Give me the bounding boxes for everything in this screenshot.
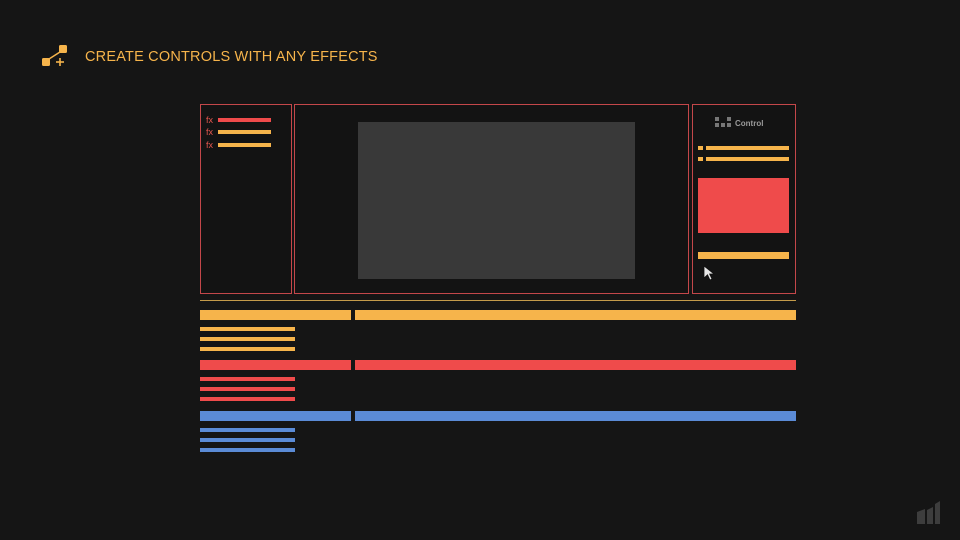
fx-label: fx bbox=[206, 127, 214, 137]
fx-label: fx bbox=[206, 115, 214, 125]
layer-name-bar[interactable] bbox=[200, 411, 351, 421]
control-logo-icon bbox=[715, 117, 731, 127]
layer-property[interactable] bbox=[200, 337, 295, 341]
page-title: CREATE CONTROLS WITH ANY EFFECTS bbox=[85, 49, 378, 65]
color-swatch-control[interactable] bbox=[698, 178, 789, 233]
effects-panel: fx fx fx bbox=[200, 104, 292, 294]
control-checkbox[interactable] bbox=[698, 157, 703, 161]
layer-property[interactable] bbox=[200, 438, 295, 442]
layer-property[interactable] bbox=[200, 397, 295, 401]
layer-name-bar[interactable] bbox=[200, 360, 351, 370]
nodes-plus-icon bbox=[42, 45, 67, 66]
effect-bar bbox=[218, 118, 271, 122]
layer-property[interactable] bbox=[200, 387, 295, 391]
layer-property[interactable] bbox=[200, 377, 295, 381]
timeline-divider bbox=[200, 300, 796, 301]
effect-item[interactable]: fx bbox=[206, 140, 271, 150]
layer-property[interactable] bbox=[200, 327, 295, 331]
fx-label: fx bbox=[206, 140, 214, 150]
control-slider[interactable] bbox=[706, 146, 789, 150]
effect-item[interactable]: fx bbox=[206, 127, 271, 137]
control-slider[interactable] bbox=[706, 157, 789, 161]
viewer-panel bbox=[294, 104, 689, 294]
effect-bar bbox=[218, 130, 271, 134]
preview-area[interactable] bbox=[358, 122, 635, 279]
layer-property[interactable] bbox=[200, 347, 295, 351]
control-logo: Control bbox=[715, 117, 763, 129]
layer-name-bar[interactable] bbox=[200, 310, 351, 320]
control-bar[interactable] bbox=[698, 252, 789, 259]
brand-mark-icon bbox=[917, 501, 940, 524]
effect-bar bbox=[218, 143, 271, 147]
layer-property[interactable] bbox=[200, 448, 295, 452]
control-checkbox[interactable] bbox=[698, 146, 703, 150]
control-logo-text: Control bbox=[735, 118, 764, 128]
effect-item[interactable]: fx bbox=[206, 115, 271, 125]
layer-track-bar[interactable] bbox=[355, 360, 796, 370]
layer-track-bar[interactable] bbox=[355, 310, 796, 320]
layer-track-bar[interactable] bbox=[355, 411, 796, 421]
layer-property[interactable] bbox=[200, 428, 295, 432]
mouse-pointer-icon bbox=[703, 265, 716, 281]
controls-panel: Control bbox=[692, 104, 796, 294]
